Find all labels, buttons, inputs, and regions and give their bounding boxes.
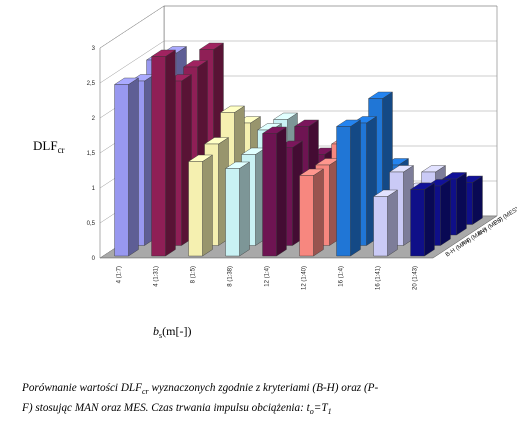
chart-bars [113,42,484,257]
y-tick-label: 0,5 [87,221,96,227]
bar [335,119,362,257]
x-tick-label: 4 (1:7) [117,266,123,283]
y-tick-label: 2 [92,116,96,122]
y-tick-label: 3 [92,46,96,52]
figure-caption: Porównanie wartości DLFcr wyznaczonych z… [22,382,379,417]
x-tick-label: 16 (1:41) [376,266,382,290]
bar [261,126,288,257]
gridline [99,40,497,84]
y-axis-label: DLFcr [33,138,65,155]
bar [113,77,140,257]
x-tick-label: 16 (1:4) [339,266,345,287]
x-tick-label: 4 (1:31) [154,266,160,287]
chart: 0 0,5 1 1,5 2 2,5 3 4 (1:7) 4 (1:31) 8 (1:5) 8 (1:… [33,5,517,340]
x-tick-label: 12 (1:40) [302,266,308,290]
x-tick-label: 8 (1:38) [228,266,234,287]
bar [409,182,436,257]
bar [298,168,325,257]
y-tick-label: 0 [92,256,96,262]
x-axis-label: bs(m[-]) [153,324,191,340]
gridline [99,5,497,49]
x-tick-label: 12 (1:4) [265,266,271,287]
y-tick-label: 1,5 [87,151,96,157]
y-tick-label: 1 [92,186,96,192]
y-tick-label: 2,5 [87,81,96,87]
bar [150,49,177,257]
bar [224,161,251,257]
bar [187,154,214,257]
x-tick-label: 20 (1:43) [413,266,419,290]
bar [372,189,399,257]
x-tick-label: 8 (1:5) [191,266,197,283]
